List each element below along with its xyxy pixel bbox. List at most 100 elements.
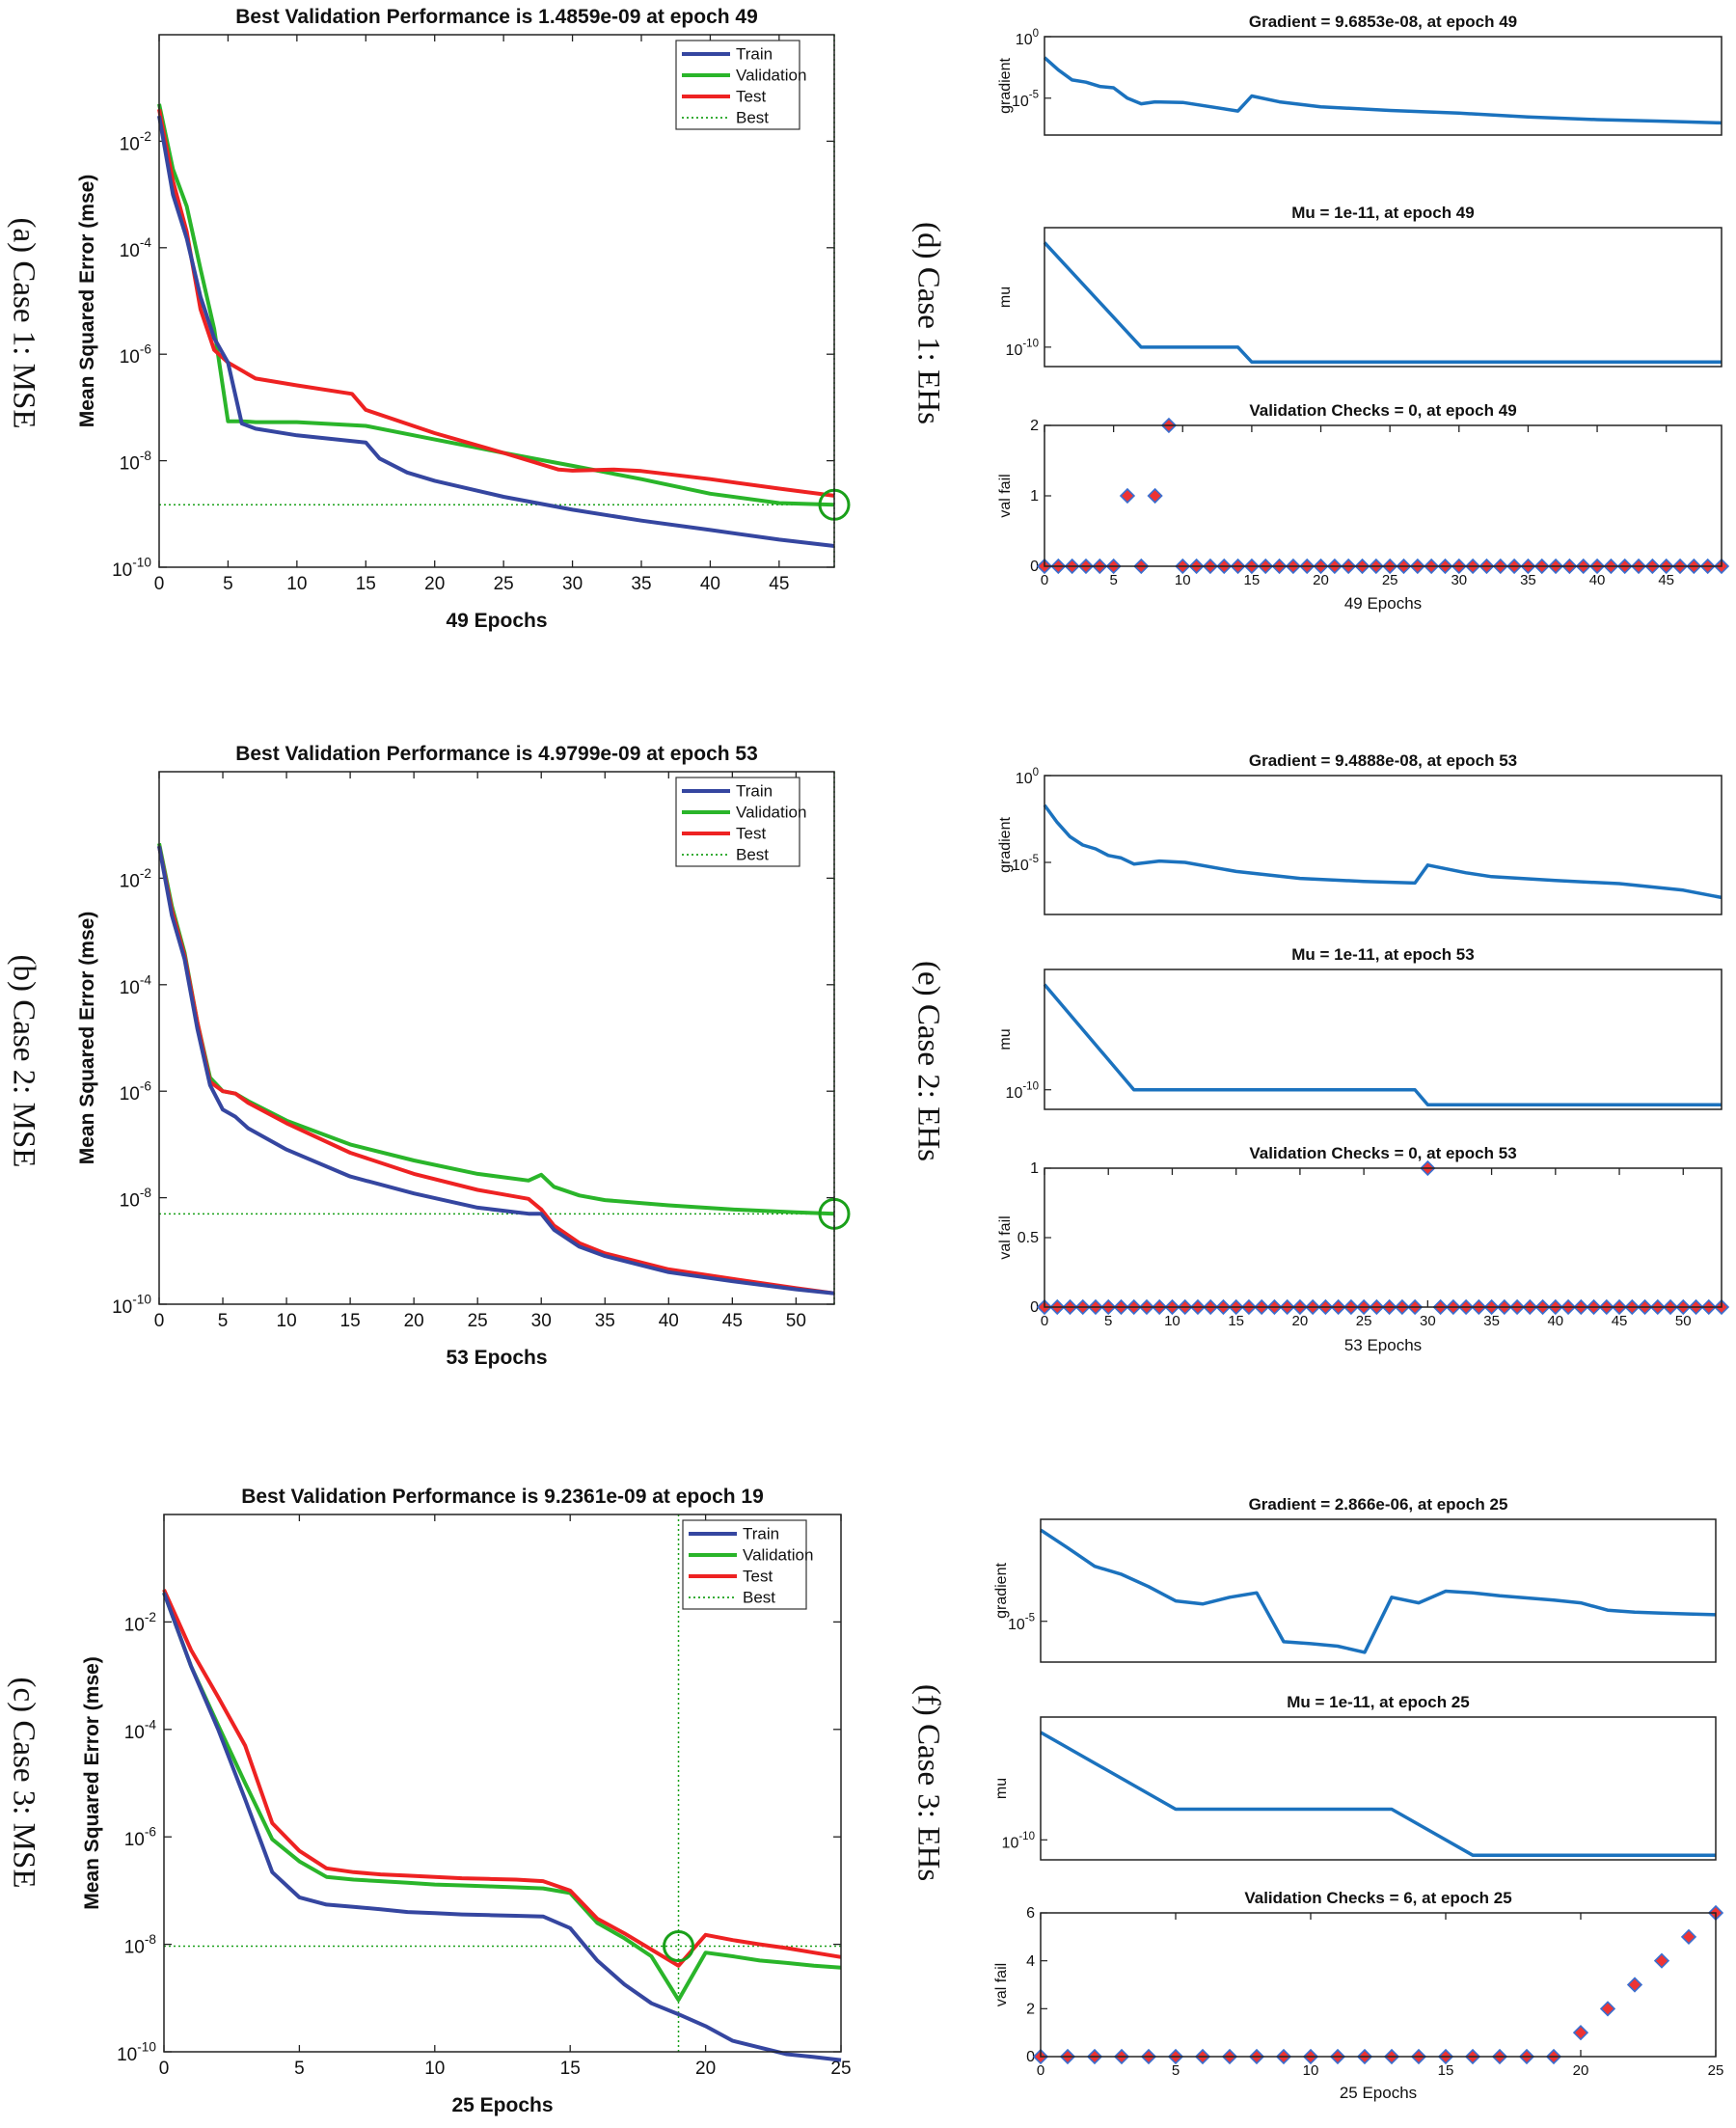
- mse-a-series-test: [157, 108, 835, 498]
- state-e-val-xtick-label: 5: [1104, 1313, 1112, 1329]
- mse-b-legend-label-best: Best: [736, 845, 769, 863]
- state-f-mu-ylabel: mu: [993, 1778, 1010, 1799]
- state-f-val-ytick-label: 4: [1026, 1953, 1035, 1970]
- state-e-val-xtick-label: 45: [1612, 1313, 1628, 1329]
- mse-c-ytick-label: 10-10: [117, 2039, 156, 2065]
- mse-a-ytick-label-exp: -10: [132, 555, 151, 569]
- state-e-gradient-ylabel: gradient: [997, 817, 1014, 873]
- state-e-val-xtick-label: 25: [1356, 1313, 1372, 1329]
- mse-a-legend-label-test: Test: [736, 87, 766, 105]
- mse-b-xtick-label: 40: [659, 1311, 679, 1331]
- state-e-gradient-ytick-label-exp: -5: [1029, 854, 1039, 865]
- state-e-mu-axes-frame: [1044, 969, 1722, 1110]
- state-f-val-xtick-label: 15: [1438, 2062, 1454, 2079]
- state-e-val-ytick-label: 0: [1030, 1299, 1039, 1316]
- mse-c-best-marker: [663, 1930, 695, 1963]
- mse-b-ytick-label-exp: -8: [140, 1186, 152, 1200]
- mse-c-legend-label-train: Train: [743, 1524, 779, 1542]
- mse-a-xlabel: 49 Epochs: [446, 610, 547, 632]
- mse-b-axes-frame: [158, 771, 835, 1305]
- state-e-val-axes-frame: [1044, 1167, 1722, 1308]
- state-d-xlabel: 49 Epochs: [1344, 594, 1422, 613]
- mse-a-legend-label-validation: Validation: [736, 66, 806, 84]
- state-d-mu-line: [1043, 241, 1722, 365]
- state-f-mu-plot-area: [1041, 1717, 1716, 1860]
- state-f-mu-ytick-label: 10-10: [1002, 1831, 1035, 1851]
- state-e-val-xtick-label: 35: [1483, 1313, 1500, 1329]
- mse-b-xtick-label: 15: [340, 1311, 361, 1331]
- mse-b-xtick-label: 45: [722, 1311, 743, 1331]
- state-d-val-marker: [1147, 487, 1163, 505]
- state-d-gradient-ytick-label-exp: 0: [1033, 28, 1039, 40]
- state-d-gradient-ytick-label: 10-5: [1012, 90, 1039, 110]
- state-d-gradient-axes-frame: [1044, 36, 1722, 136]
- state-f-val-xtick-label: 5: [1172, 2062, 1180, 2079]
- label-case2-mse-text: (b) Case 2: MSE: [6, 954, 41, 1168]
- mse-b-ytick-label-exp: -2: [140, 865, 151, 880]
- state-d-val-xtick-label: 35: [1520, 572, 1536, 588]
- mse-a-series-validation: [157, 103, 835, 507]
- state-d-val-xtick-label: 20: [1313, 572, 1329, 588]
- mse-a-axes-frame: [158, 34, 835, 568]
- state-d-gradient-ytick-label-exp: -5: [1029, 90, 1039, 101]
- mse-a-xtick-label: 20: [424, 574, 445, 594]
- mse-b-ytick-label: 10-8: [120, 1186, 152, 1212]
- state-d-mu-title: Mu = 1e-11, at epoch 49: [1291, 204, 1474, 222]
- state-f-val-title: Validation Checks = 6, at epoch 25: [1244, 1889, 1511, 1907]
- mse-b-xtick-label: 50: [786, 1311, 806, 1331]
- mse-b-ytick-label: 10-6: [120, 1078, 151, 1105]
- state-d-mu-plot-area: [1044, 228, 1722, 367]
- mse-a-xtick-label: 10: [286, 574, 307, 594]
- state-e-val-ylabel: val fail: [997, 1215, 1014, 1259]
- mse-a-xtick-label: 30: [562, 574, 583, 594]
- state-f-val-xtick-label: 25: [1708, 2062, 1724, 2079]
- mse-a-xtick-label: 15: [356, 574, 376, 594]
- mse-c-ytick-label: 10-8: [124, 1932, 157, 1958]
- mse-a-xtick-label: 0: [154, 574, 165, 594]
- state-f-gradient-ytick-label: 10-5: [1008, 1613, 1035, 1633]
- state-e-mu-plot-area: [1044, 969, 1722, 1109]
- state-f-gradient-title: Gradient = 2.866e-06, at epoch 25: [1249, 1495, 1508, 1514]
- state-f-xlabel: 25 Epochs: [1340, 2084, 1417, 2102]
- state-d-gradient-title: Gradient = 9.6853e-08, at epoch 49: [1249, 13, 1517, 31]
- state-f-val-ytick-label: 2: [1026, 2002, 1035, 2018]
- mse-c-xtick-label: 10: [424, 2059, 445, 2079]
- state-e-val-xtick-label: 15: [1228, 1313, 1244, 1329]
- state-f-gradient-plot-area: [1041, 1519, 1716, 1662]
- state-d-val-xtick-label: 10: [1175, 572, 1191, 588]
- mse-b-ytick-label-exp: -6: [140, 1078, 151, 1093]
- state-d-val-axes-frame: [1044, 424, 1722, 567]
- state-f-mu-axes-frame: [1040, 1716, 1717, 1861]
- state-d-val-xtick-label: 40: [1589, 572, 1606, 588]
- mse-c-ytick-label-exp: -6: [145, 1824, 156, 1839]
- mse-c-legend-label-best: Best: [743, 1588, 775, 1606]
- state-d-val-xtick-label: 15: [1244, 572, 1261, 588]
- state-d-val-ylabel: val fail: [997, 474, 1014, 517]
- state-e-val-ytick-label: 1: [1030, 1160, 1039, 1177]
- state-f-val-ytick-label: 0: [1026, 2049, 1035, 2065]
- mse-a-xtick-label: 45: [769, 574, 789, 594]
- mse-a-ytick-label: 10-10: [112, 555, 151, 581]
- state-e-mu-line: [1043, 983, 1722, 1107]
- state-d-val-title: Validation Checks = 0, at epoch 49: [1249, 401, 1516, 420]
- mse-b-xtick-label: 10: [277, 1311, 297, 1331]
- state-f-gradient-ylabel: gradient: [993, 1563, 1010, 1619]
- state-f-mu-line: [1040, 1731, 1716, 1857]
- state-e-xlabel: 53 Epochs: [1344, 1336, 1422, 1354]
- state-f-val-xtick-label: 20: [1573, 2062, 1589, 2079]
- label-case3-mse-text: (c) Case 3: MSE: [6, 1677, 41, 1889]
- state-f-val-plot-area: [1041, 1913, 1716, 2057]
- label-case2-ehs-text: (e) Case 2: EHs: [910, 960, 946, 1162]
- mse-a-xtick-label: 25: [494, 574, 514, 594]
- mse-a-legend-label-train: Train: [736, 44, 773, 63]
- state-f-val-marker: [1572, 2025, 1589, 2041]
- mse-b-ytick-label: 10-2: [120, 865, 151, 891]
- state-e-gradient-ytick-label: 10-5: [1012, 854, 1039, 874]
- mse-c-series-train: [162, 1592, 842, 2062]
- mse-b-legend-label-train: Train: [736, 781, 773, 800]
- state-d-val-xtick-label: 25: [1382, 572, 1398, 588]
- state-d-val-plot-area: [1044, 425, 1722, 566]
- mse-b-series-train: [157, 845, 835, 1296]
- state-e-gradient-ytick-label-exp: 0: [1033, 767, 1039, 778]
- state-d-val-xtick-label: 0: [1041, 572, 1048, 588]
